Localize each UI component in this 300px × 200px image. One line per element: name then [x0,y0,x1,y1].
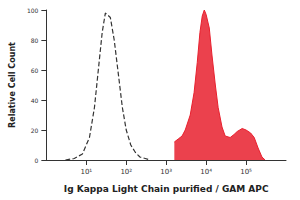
svg-text:100: 100 [27,7,39,14]
svg-text:10³: 10³ [160,168,172,176]
svg-text:Ig Kappa Light Chain purified: Ig Kappa Light Chain purified / GAM APC [64,184,269,194]
svg-text:10⁴: 10⁴ [200,168,212,176]
svg-text:Relative Cell Count: Relative Cell Count [8,42,17,128]
svg-text:60: 60 [31,67,39,74]
svg-text:80: 80 [31,37,39,44]
svg-text:10⁵: 10⁵ [240,168,252,176]
svg-text:10¹: 10¹ [80,168,92,176]
svg-text:10²: 10² [120,168,132,176]
svg-text:20: 20 [31,127,39,134]
svg-text:0: 0 [35,157,39,164]
svg-text:40: 40 [31,97,39,104]
